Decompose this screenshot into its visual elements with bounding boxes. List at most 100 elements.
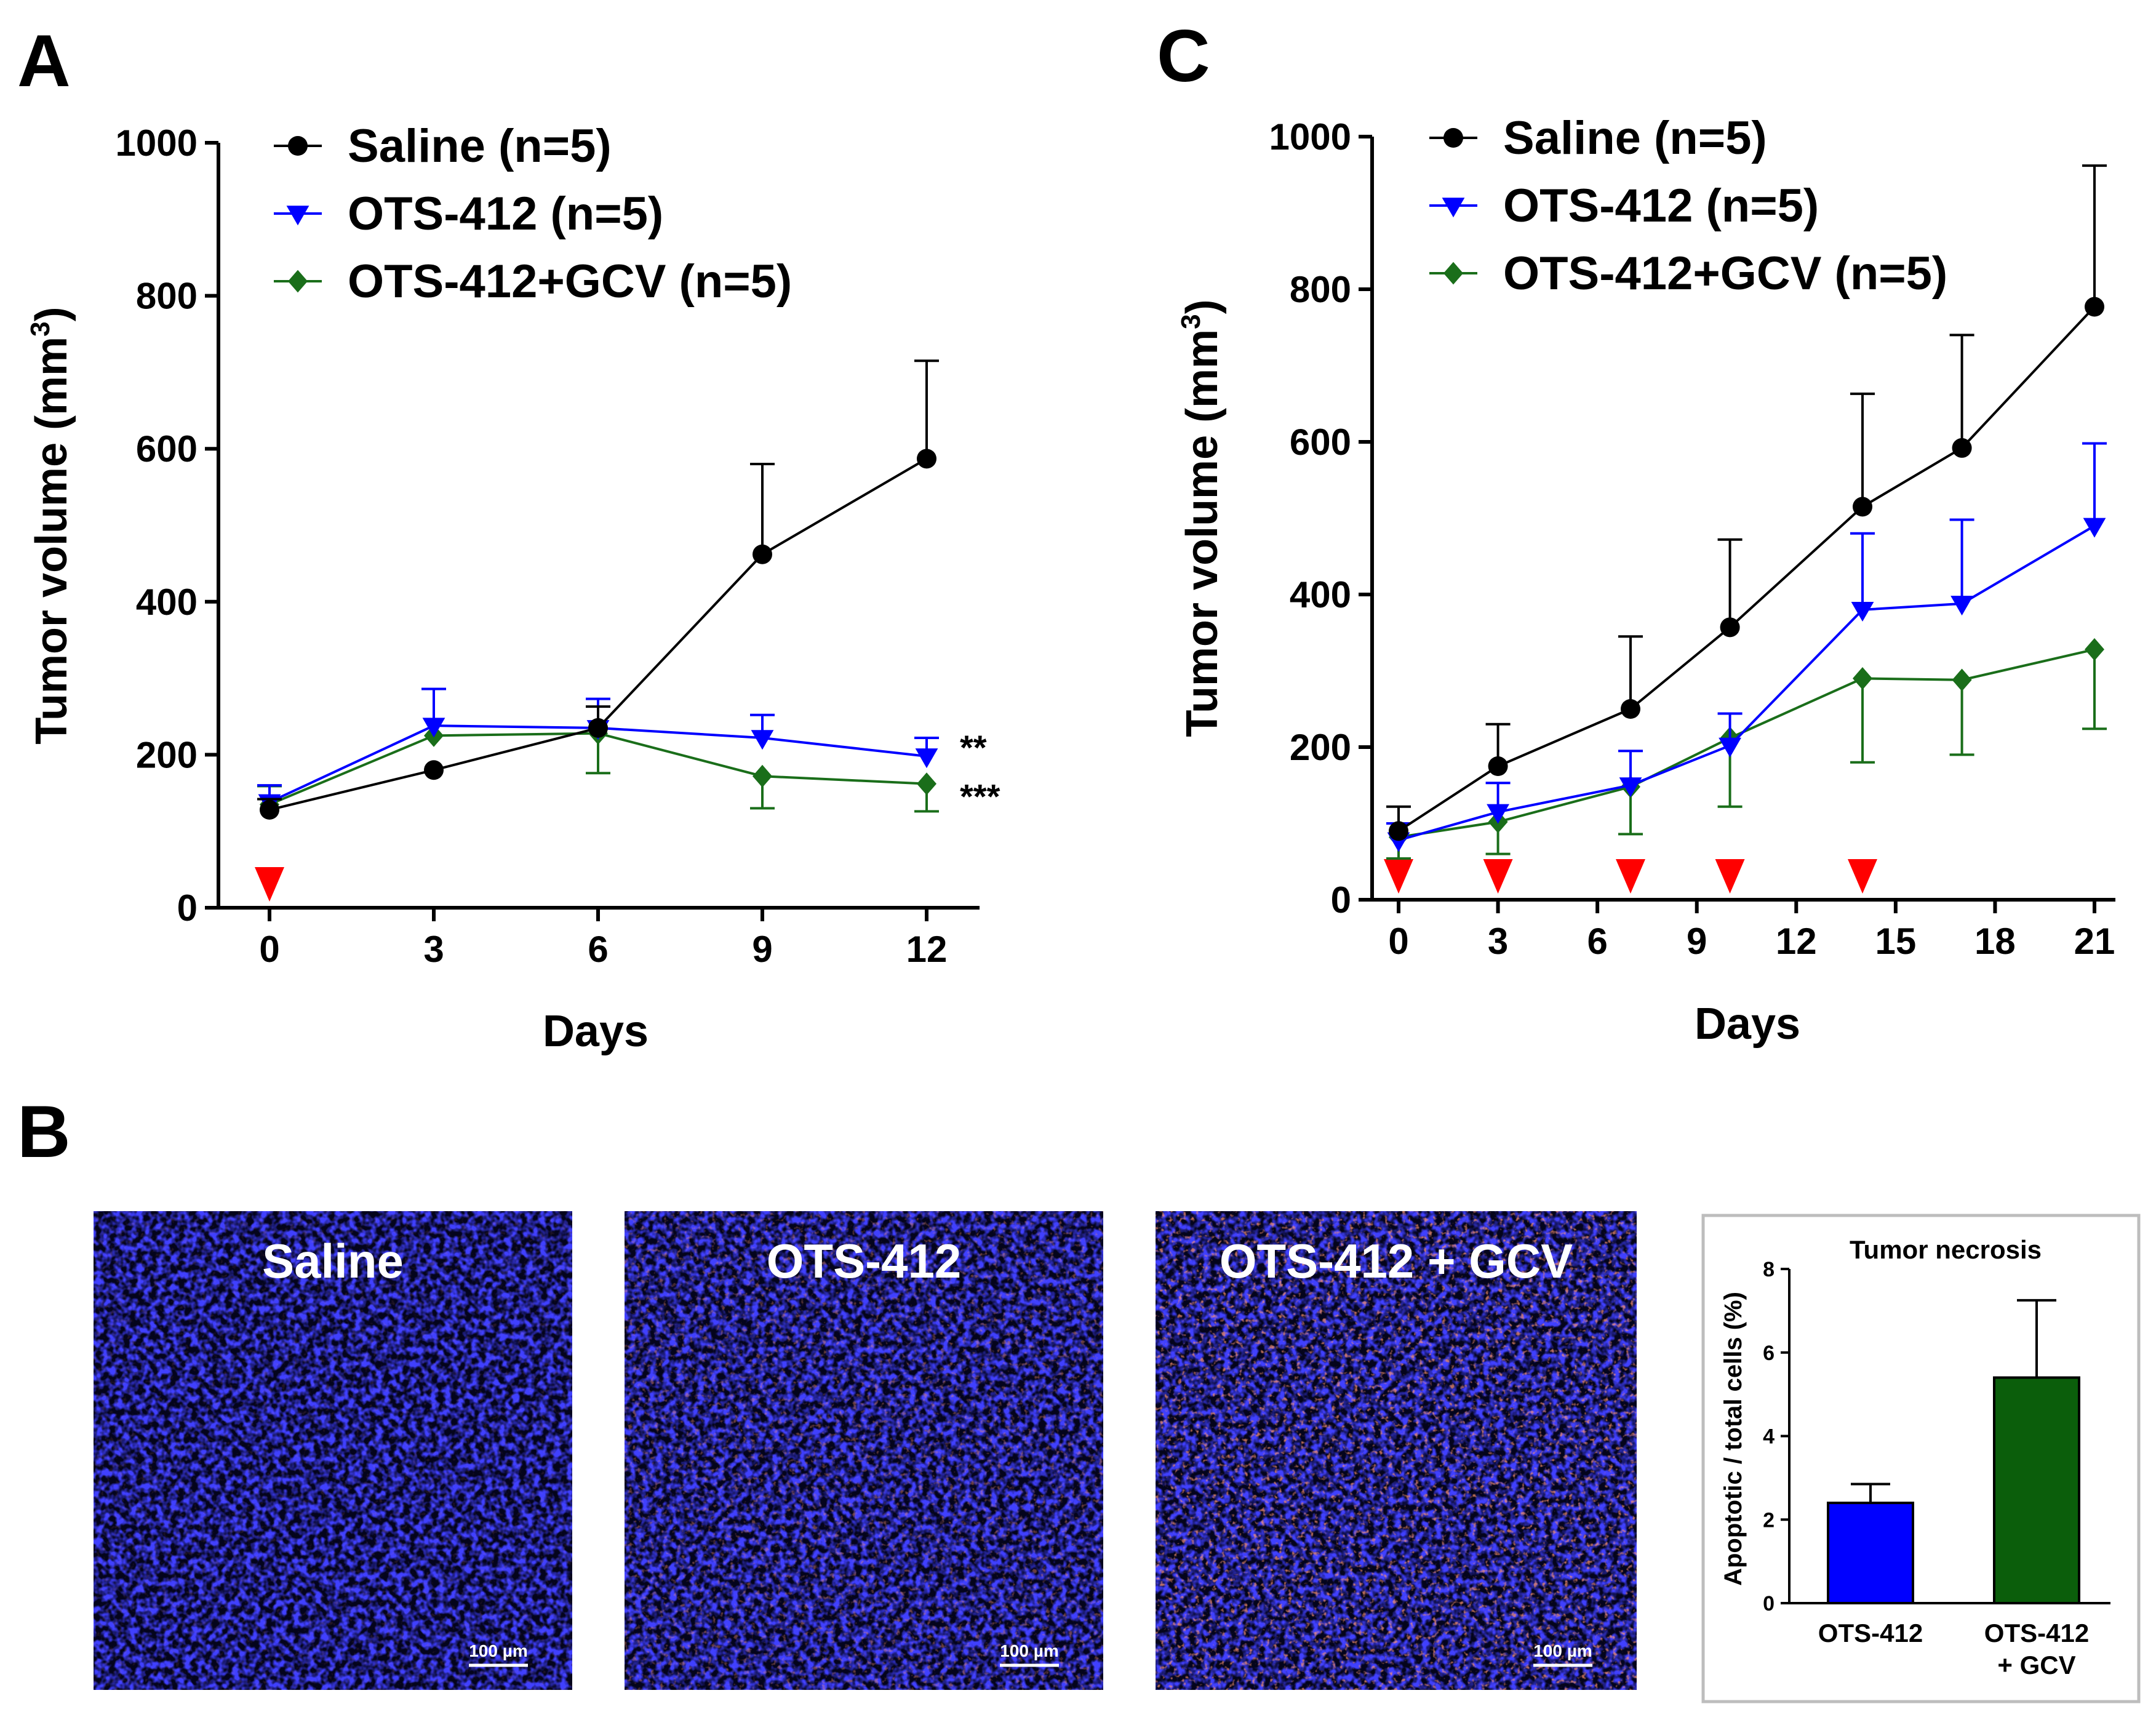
scale-bar-label: 100 µm	[1000, 1641, 1059, 1660]
chart-a-data-point	[422, 718, 445, 738]
chart-c-series-0	[1386, 164, 2107, 841]
chart-c-series-line	[1398, 524, 2096, 842]
micrograph-title: Saline	[262, 1234, 404, 1288]
chart-a-legend-marker	[286, 206, 309, 226]
chart-a-y-tick-label: 800	[136, 276, 198, 317]
inset-category-label: + GCV	[1997, 1651, 2075, 1679]
inset-category-label: OTS-412	[1818, 1619, 1923, 1647]
chart-a-y-tick-label: 200	[136, 734, 198, 775]
chart-c-data-point	[1720, 617, 1740, 638]
inset-y-tick-label: 0	[1763, 1592, 1775, 1615]
chart-c-series-2	[1386, 638, 2107, 860]
chart-c: 0 200 400 600 800 1000 0 3 6 9 12 15 18 21 Tumor vol…	[1176, 112, 2115, 1049]
chart-a-legend-marker	[288, 270, 308, 293]
panel-label-b: B	[17, 1091, 71, 1173]
chart-c-legend-label: OTS-412 (n=5)	[1503, 180, 1819, 232]
chart-c-legend-marker	[1443, 128, 1463, 148]
chart-a-data-point	[917, 772, 936, 796]
panel-b-micrographs: Saline 100 µm OTS-412 100 µm OTS-412 + GCV 10…	[94, 1211, 1637, 1690]
chart-c-y-tick-label: 0	[1331, 879, 1351, 921]
chart-c-data-point	[2085, 638, 2104, 661]
chart-c-x-tick-label: 3	[1488, 921, 1508, 962]
chart-a-x-tick-label: 12	[906, 929, 948, 970]
chart-c-treatment-arrow	[1715, 859, 1745, 894]
chart-a-x-axis-label: Days	[543, 1007, 649, 1056]
chart-c-data-point	[2083, 518, 2106, 538]
chart-a-x-tick-label: 3	[423, 929, 444, 970]
chart-a-y-tick-label: 0	[177, 887, 198, 929]
inset-y-tick-label: 4	[1763, 1425, 1775, 1449]
micrograph-2: OTS-412 + GCV 100 µm	[1156, 1211, 1637, 1690]
chart-c-legend-marker	[1443, 262, 1463, 285]
chart-a-data-point	[260, 799, 279, 820]
chart-a-data-point	[753, 544, 772, 564]
chart-c-y-tick-label: 400	[1290, 574, 1351, 615]
chart-c-data-point	[1851, 602, 1874, 622]
chart-a-x-tick-label: 9	[752, 929, 772, 970]
chart-c-data-point	[1389, 821, 1408, 841]
micrograph-0: Saline 100 µm	[94, 1211, 572, 1690]
chart-c-x-tick-label: 9	[1687, 921, 1707, 962]
chart-a-data-point	[751, 730, 774, 750]
micrograph-apoptosis-stain	[1156, 1211, 1637, 1690]
chart-a-y-tick-label: 400	[136, 582, 198, 623]
chart-c-legend-label: Saline (n=5)	[1503, 112, 1767, 164]
chart-c-y-tick-label: 600	[1290, 422, 1351, 463]
chart-c-treatment-arrow	[1616, 859, 1645, 894]
chart-c-x-tick-label: 15	[1875, 921, 1916, 962]
panel-label-a: A	[17, 20, 71, 102]
chart-c-data-point	[1952, 438, 1972, 458]
chart-a-treatment-arrow	[255, 867, 284, 902]
chart-c-y-tick-label: 200	[1290, 727, 1351, 768]
chart-c-series-line	[1397, 306, 2096, 833]
micrograph-apoptosis-stain	[625, 1211, 1103, 1690]
chart-c-data-point	[1621, 699, 1640, 719]
panel-label-c: C	[1157, 15, 1210, 97]
tumor-necrosis-bar-chart: Tumor necrosis Apoptotic / total cells (…	[1701, 1214, 2141, 1703]
scale-bar-label: 100 µm	[1533, 1641, 1592, 1660]
chart-c-treatment-arrow	[1848, 859, 1877, 894]
chart-a-data-point	[424, 760, 444, 780]
chart-a-y-tick-label: 1000	[116, 122, 198, 164]
chart-c-treatment-arrow	[1384, 859, 1413, 894]
micrograph-1: OTS-412 100 µm	[625, 1211, 1103, 1690]
chart-c-data-point	[1950, 596, 1973, 616]
chart-a-series-0	[257, 359, 939, 820]
chart-c-x-tick-label: 0	[1388, 921, 1408, 962]
micrograph-title: OTS-412 + GCV	[1220, 1234, 1573, 1288]
inset-category-label: OTS-412	[1984, 1619, 2089, 1647]
chart-c-x-tick-label: 6	[1587, 921, 1607, 962]
chart-c-y-tick-label: 1000	[1269, 116, 1351, 158]
chart-a-x-tick-label: 6	[588, 929, 608, 970]
chart-c-x-tick-label: 18	[1974, 921, 2016, 962]
chart-c-y-axis-label: Tumor volume (mm3)	[1176, 299, 1227, 737]
chart-a-data-point	[915, 748, 938, 769]
chart-a-data-point	[588, 718, 608, 738]
chart-c-data-point	[1488, 756, 1508, 776]
chart-c-data-point	[1619, 777, 1642, 798]
chart-a-data-point	[753, 764, 772, 788]
chart-c-data-point	[1952, 668, 1972, 692]
chart-c-data-point	[1853, 497, 1872, 517]
chart-a: 0 200 400 600 800 1000 0 3 6 9 12 Tumor volume (m…	[25, 120, 1000, 1056]
chart-c-series-1	[1386, 442, 2107, 852]
inset-bar-1	[1993, 1376, 2080, 1605]
chart-c-data-point	[1487, 804, 1509, 824]
micrograph-title: OTS-412	[767, 1234, 961, 1288]
chart-a-x-tick-label: 0	[259, 929, 279, 970]
chart-c-data-point	[1853, 667, 1872, 690]
inset-y-axis-label: Apoptotic / total cells (%)	[1720, 1292, 1747, 1586]
chart-c-x-tick-label: 21	[2074, 921, 2115, 962]
chart-c-y-tick-label: 800	[1290, 269, 1351, 310]
chart-c-x-axis-label: Days	[1695, 999, 1800, 1049]
chart-a-legend-label: Saline (n=5)	[348, 120, 612, 172]
chart-a-data-point	[917, 449, 936, 469]
inset-y-tick-label: 8	[1763, 1258, 1775, 1281]
micrograph-apoptosis-stain	[94, 1211, 572, 1690]
chart-c-treatment-arrow	[1483, 859, 1513, 894]
chart-a-y-tick-label: 600	[136, 428, 198, 470]
inset-bar-0	[1827, 1502, 1914, 1605]
chart-c-data-point	[2085, 297, 2104, 317]
chart-c-legend-label: OTS-412+GCV (n=5)	[1503, 247, 1947, 300]
